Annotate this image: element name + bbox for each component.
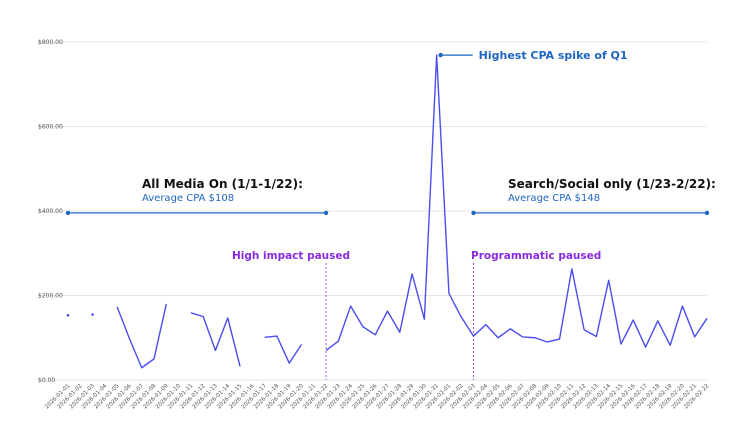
data-point	[91, 313, 94, 316]
y-axis-ticks: $0.00 $200.00 $400.00 $600.00 $800.00	[38, 39, 63, 384]
series-line	[325, 54, 708, 351]
y-tick-label: $800.00	[38, 39, 63, 46]
series-line	[190, 312, 241, 367]
series-line	[116, 303, 167, 369]
all-media-range-subtitle: Average CPA $108	[142, 193, 234, 204]
peak-annotation-label: Highest CPA spike of Q1	[479, 49, 628, 62]
x-axis-ticks: 2026-01-012026-01-022026-01-032026-01-04…	[44, 383, 710, 411]
series-layer	[66, 54, 708, 369]
programmatic-paused-label: Programmatic paused	[471, 250, 601, 262]
y-tick-label: $400.00	[38, 208, 63, 215]
search-social-range-title: Search/Social only (1/23-2/22):	[508, 177, 716, 191]
data-point	[66, 314, 70, 317]
all-media-range-end-marker	[323, 210, 329, 216]
y-tick-label: $200.00	[38, 293, 63, 300]
peak-marker	[438, 52, 443, 58]
gridlines	[38, 41, 707, 381]
annotations-layer: Highest CPA spike of Q1 All Media On (1/1…	[65, 49, 716, 380]
all-media-range-title: All Media On (1/1-1/22):	[142, 177, 303, 191]
search-social-range-start-marker	[471, 210, 476, 216]
high-impact-paused-label: High impact paused	[232, 250, 350, 262]
y-tick-label: $600.00	[38, 124, 63, 131]
series-line	[264, 335, 303, 364]
search-social-range-end-marker	[704, 210, 710, 216]
all-media-range-start-marker	[65, 210, 71, 216]
search-social-range-subtitle: Average CPA $148	[508, 193, 600, 204]
y-tick-label: $0.00	[38, 377, 55, 384]
